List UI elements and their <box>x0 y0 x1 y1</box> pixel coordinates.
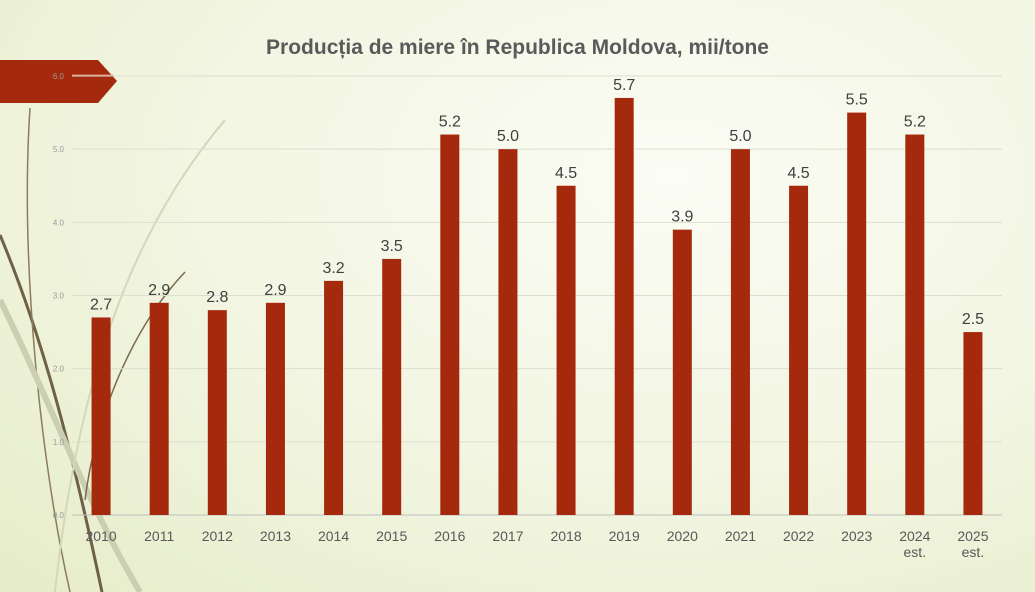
x-tick-label: 2015 <box>376 528 407 544</box>
bar <box>382 258 402 515</box>
bar <box>265 302 285 515</box>
data-label: 3.9 <box>671 209 693 226</box>
x-tick-label: 2017 <box>492 528 523 544</box>
data-label: 2.9 <box>148 282 170 299</box>
data-label: 5.5 <box>846 92 868 109</box>
x-tick-label: 2019 <box>609 528 640 544</box>
x-tick-label: 2023 <box>841 528 872 544</box>
x-tick-label: 2024 est. <box>899 528 930 560</box>
bar <box>207 310 227 515</box>
y-tick-label: 0.0 <box>53 511 65 520</box>
bar <box>440 134 460 516</box>
bar <box>905 134 925 516</box>
data-label: 4.5 <box>787 165 809 182</box>
bar <box>149 302 169 515</box>
data-label: 5.0 <box>729 128 751 145</box>
x-tick-label: 2020 <box>667 528 698 544</box>
decorative-curve-dark <box>0 234 104 592</box>
bar <box>730 149 750 515</box>
x-tick-label: 2014 <box>318 528 349 544</box>
bar <box>672 229 692 515</box>
bar <box>324 280 344 515</box>
x-tick-label: 2012 <box>202 528 233 544</box>
x-tick-label: 2013 <box>260 528 291 544</box>
data-label: 3.5 <box>381 238 403 255</box>
data-label: 2.7 <box>90 296 112 313</box>
data-label: 5.2 <box>439 114 461 131</box>
data-label: 2.9 <box>264 282 286 299</box>
x-tick-label: 2018 <box>550 528 581 544</box>
bar <box>963 332 983 515</box>
decorative-curve-dark-2 <box>26 107 71 592</box>
data-label: 5.7 <box>613 77 635 94</box>
data-label: 5.2 <box>904 114 926 131</box>
y-tick-label: 4.0 <box>53 218 65 227</box>
x-tick-label: 2011 <box>144 528 174 544</box>
bar <box>614 97 634 515</box>
x-tick-label: 2021 <box>725 528 756 544</box>
bar <box>498 149 518 515</box>
y-tick-label: 6.0 <box>53 72 65 81</box>
data-label: 2.8 <box>206 289 228 306</box>
decorative-curve-light-2 <box>54 119 226 592</box>
chart-title: Producția de miere în Republica Moldova,… <box>266 36 769 59</box>
x-tick-label: 2010 <box>85 528 116 544</box>
bar <box>789 185 809 515</box>
data-label: 5.0 <box>497 128 519 145</box>
bar <box>556 185 576 515</box>
data-label: 3.2 <box>322 260 344 277</box>
x-tick-label: 2022 <box>783 528 814 544</box>
y-tick-label: 1.0 <box>53 438 65 447</box>
accent-arrow <box>0 60 117 103</box>
data-label: 4.5 <box>555 165 577 182</box>
bar <box>847 112 867 515</box>
y-tick-label: 3.0 <box>53 292 65 301</box>
x-tick-label: 2025 est. <box>957 528 988 560</box>
bar <box>91 317 111 515</box>
y-tick-label: 5.0 <box>53 145 65 154</box>
data-label: 2.5 <box>962 311 984 328</box>
x-tick-label: 2016 <box>434 528 465 544</box>
y-tick-label: 2.0 <box>53 365 65 374</box>
decorative-curve-light <box>0 298 143 592</box>
